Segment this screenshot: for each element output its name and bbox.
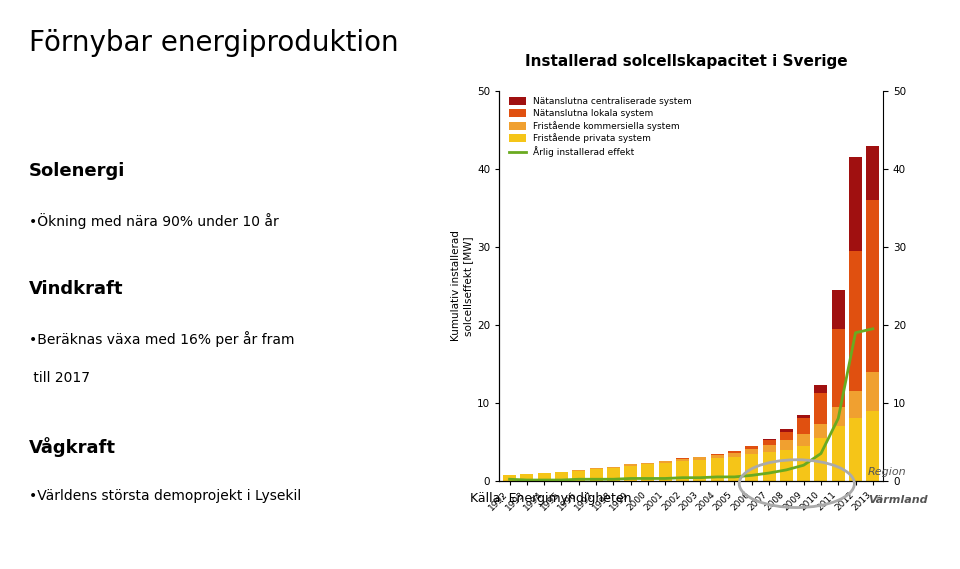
Text: Installerad solcellskapacitet i Sverige: Installerad solcellskapacitet i Sverige <box>525 53 848 69</box>
Bar <box>849 157 862 251</box>
Bar <box>780 428 793 432</box>
Text: Källa: Energimyndigheten: Källa: Energimyndigheten <box>470 492 632 505</box>
Bar <box>780 440 793 450</box>
Bar <box>728 451 741 453</box>
Text: •Beräknas växa med 16% per år fram: •Beräknas växa med 16% per år fram <box>29 331 295 347</box>
Bar <box>693 457 707 460</box>
Årlig installerad effekt <box>694 475 706 481</box>
Bar <box>797 446 810 481</box>
Årlig installerad effekt <box>573 476 585 483</box>
Text: Solenergi: Solenergi <box>29 162 125 180</box>
Årlig installerad effekt <box>711 473 723 480</box>
Bar <box>710 454 724 455</box>
Bar <box>520 474 534 481</box>
Årlig installerad effekt <box>556 477 567 484</box>
Text: •Världens största demoprojekt i Lysekil: •Världens största demoprojekt i Lysekil <box>29 489 301 502</box>
Årlig installerad effekt <box>780 467 792 473</box>
Y-axis label: Kumulativ installerad
solcellseffekt [MW]: Kumulativ installerad solcellseffekt [MW… <box>451 230 473 341</box>
Bar <box>831 407 845 426</box>
Bar <box>641 464 655 481</box>
Bar <box>780 450 793 481</box>
Bar <box>607 468 620 481</box>
Text: www.regionvarmland.se: www.regionvarmland.se <box>396 541 564 555</box>
Bar <box>624 464 637 466</box>
Bar <box>728 457 741 481</box>
Bar <box>814 385 828 393</box>
Bar <box>693 460 707 481</box>
Bar <box>676 459 689 461</box>
Bar <box>831 290 845 329</box>
Bar <box>762 452 776 481</box>
Bar <box>849 418 862 481</box>
Bar <box>710 458 724 481</box>
Årlig installerad effekt <box>625 475 636 482</box>
Årlig installerad effekt <box>763 469 775 476</box>
Text: till 2017: till 2017 <box>29 372 90 385</box>
Bar <box>728 453 741 457</box>
Årlig installerad effekt <box>590 476 602 483</box>
Text: Region: Region <box>868 467 906 477</box>
Bar <box>762 445 776 452</box>
Årlig installerad effekt <box>608 476 619 483</box>
Årlig installerad effekt <box>504 476 516 483</box>
Bar <box>607 467 620 468</box>
Årlig installerad effekt <box>521 477 533 484</box>
Bar <box>572 471 586 481</box>
Text: Vågkraft: Vågkraft <box>29 438 116 457</box>
Årlig installerad effekt <box>677 475 688 481</box>
Årlig installerad effekt <box>815 450 827 457</box>
Bar <box>676 461 689 481</box>
Bar <box>745 454 758 481</box>
Bar <box>797 415 810 418</box>
Bar <box>814 424 828 438</box>
Bar <box>849 391 862 418</box>
Bar <box>814 438 828 481</box>
Bar <box>745 449 758 454</box>
Bar <box>780 432 793 440</box>
Bar <box>797 418 810 434</box>
Årlig installerad effekt <box>539 477 550 484</box>
Bar <box>814 393 828 424</box>
Bar <box>589 468 603 469</box>
Line: Årlig installerad effekt: Årlig installerad effekt <box>510 329 873 480</box>
Bar <box>710 455 724 458</box>
Bar <box>503 475 516 481</box>
Bar <box>866 372 879 411</box>
Bar <box>831 329 845 407</box>
Text: Vindkraft: Vindkraft <box>29 279 123 298</box>
Årlig installerad effekt <box>660 475 671 482</box>
Bar <box>659 461 672 463</box>
Text: •Ökning med nära 90% under 10 år: •Ökning med nära 90% under 10 år <box>29 213 278 229</box>
Årlig installerad effekt <box>798 462 809 469</box>
Bar <box>572 470 586 471</box>
Årlig installerad effekt <box>867 325 878 332</box>
Text: Värmland: Värmland <box>868 494 927 505</box>
Bar <box>831 426 845 481</box>
Bar <box>797 434 810 446</box>
Bar <box>659 463 672 481</box>
Bar <box>866 146 879 200</box>
Text: Förnybar energiproduktion: Förnybar energiproduktion <box>29 28 398 57</box>
Bar <box>538 473 551 481</box>
Årlig installerad effekt <box>729 473 740 480</box>
Bar <box>676 458 689 459</box>
Legend: Nätanslutna centraliserade system, Nätanslutna lokala system, Fristående kommers: Nätanslutna centraliserade system, Nätan… <box>508 96 693 159</box>
Bar <box>762 439 776 440</box>
Bar <box>641 463 655 464</box>
Årlig installerad effekt <box>850 329 861 336</box>
Årlig installerad effekt <box>642 475 654 482</box>
Bar <box>624 466 637 481</box>
Bar <box>849 251 862 391</box>
Bar <box>762 440 776 445</box>
Bar <box>866 411 879 481</box>
Årlig installerad effekt <box>746 472 757 479</box>
Bar <box>866 200 879 372</box>
Bar <box>745 446 758 449</box>
Årlig installerad effekt <box>832 415 844 422</box>
Bar <box>589 469 603 481</box>
Bar <box>555 472 568 481</box>
